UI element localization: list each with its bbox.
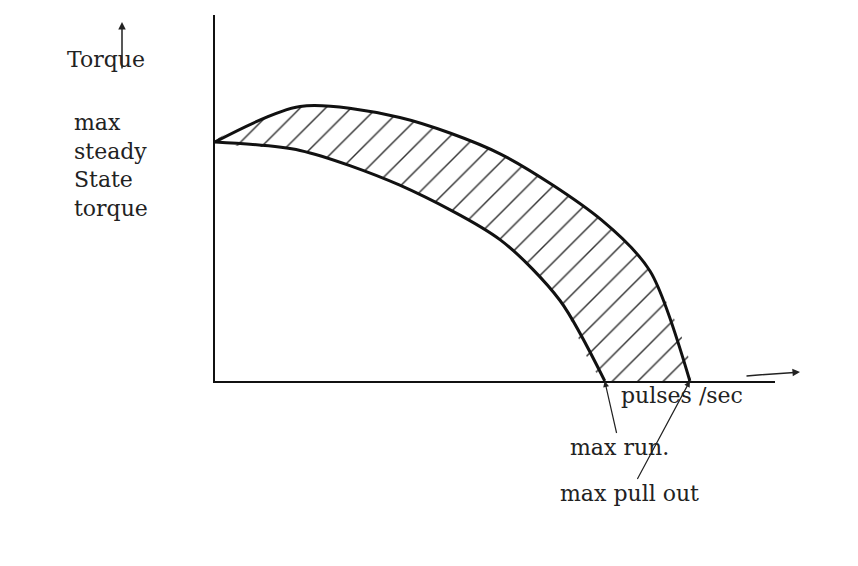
svg-text:pulses /sec: pulses /sec — [621, 383, 743, 408]
svg-text:max run.: max run. — [570, 435, 669, 460]
svg-text:Torque: Torque — [67, 47, 145, 72]
svg-text:maxsteadyStatetorque: maxsteadyStatetorque — [74, 110, 148, 221]
svg-text:max pull out: max pull out — [560, 481, 699, 506]
